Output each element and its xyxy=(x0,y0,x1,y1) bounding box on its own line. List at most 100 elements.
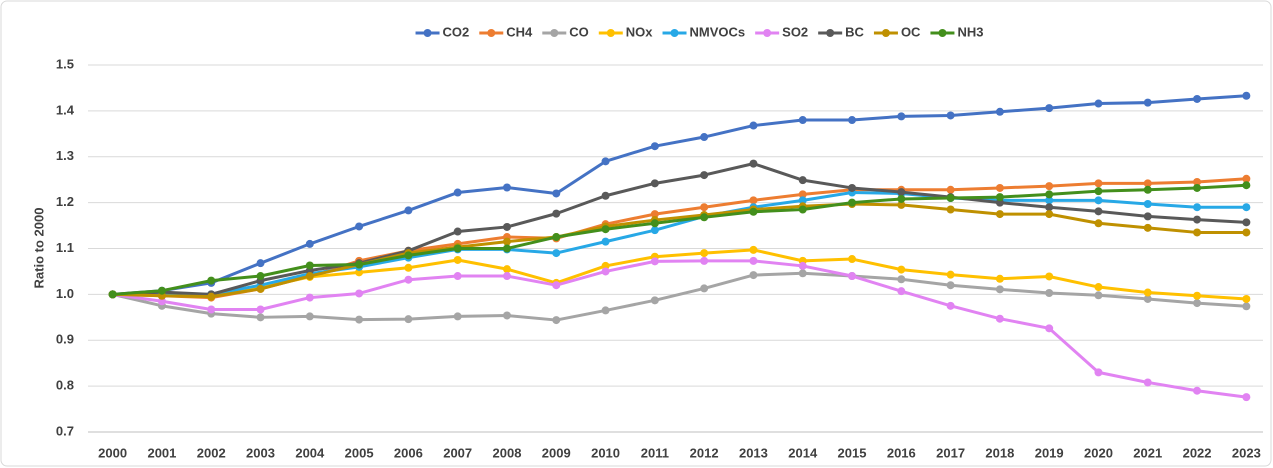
data-point xyxy=(798,196,807,205)
legend-marker xyxy=(550,29,559,37)
data-point xyxy=(1143,294,1152,303)
legend-label: NOx xyxy=(626,24,654,39)
data-point xyxy=(305,312,314,321)
data-point xyxy=(502,183,511,192)
data-point xyxy=(897,194,906,203)
data-point xyxy=(355,268,364,277)
data-point xyxy=(502,244,511,253)
data-point xyxy=(1045,196,1054,205)
x-tick-label: 2007 xyxy=(443,445,472,460)
data-point xyxy=(897,112,906,121)
y-tick-label: 0.7 xyxy=(56,423,74,438)
data-point xyxy=(355,222,364,231)
x-tick-label: 2023 xyxy=(1232,445,1261,460)
legend-item: CO2 xyxy=(415,24,469,39)
x-tick-label: 2008 xyxy=(493,445,522,460)
legend-item: NMVOCs xyxy=(662,24,745,39)
data-point xyxy=(355,289,364,298)
data-point xyxy=(897,275,906,284)
legend-marker xyxy=(826,29,835,37)
x-tick-label: 2005 xyxy=(345,445,374,460)
data-point xyxy=(995,274,1004,283)
data-point xyxy=(552,189,561,198)
data-point xyxy=(1242,203,1251,212)
data-point xyxy=(1143,185,1152,194)
legend-marker xyxy=(881,29,890,37)
series-line xyxy=(112,271,1247,322)
x-tick-label: 2001 xyxy=(147,445,176,460)
data-point xyxy=(1242,228,1251,237)
data-point xyxy=(256,305,265,314)
data-point xyxy=(1045,210,1054,219)
data-point xyxy=(700,284,709,293)
data-point xyxy=(552,249,561,258)
data-point xyxy=(1242,302,1251,311)
data-point xyxy=(995,198,1004,207)
data-point xyxy=(749,196,758,205)
data-point xyxy=(1094,283,1103,292)
series-line xyxy=(112,94,1247,296)
data-point xyxy=(749,271,758,280)
data-point xyxy=(1094,368,1103,377)
data-point xyxy=(650,257,659,266)
data-point xyxy=(404,275,413,284)
data-point xyxy=(749,121,758,130)
data-point xyxy=(700,213,709,222)
data-point xyxy=(798,261,807,270)
legend-item: OC xyxy=(873,24,921,39)
data-point xyxy=(1045,182,1054,191)
data-point xyxy=(404,206,413,215)
data-point xyxy=(798,205,807,214)
data-point xyxy=(305,261,314,270)
series-line xyxy=(112,183,1247,296)
data-point xyxy=(650,296,659,305)
data-point xyxy=(798,269,807,278)
data-point xyxy=(355,260,364,269)
data-point xyxy=(946,270,955,279)
data-point xyxy=(1045,324,1054,333)
legend-item: NOx xyxy=(598,24,654,39)
data-point xyxy=(1094,187,1103,196)
data-point xyxy=(453,255,462,264)
legend-item: CH4 xyxy=(479,24,533,39)
legend-label: CO xyxy=(569,24,589,39)
legend-item: BC xyxy=(818,24,865,39)
data-point xyxy=(207,292,216,301)
data-point xyxy=(1242,181,1251,190)
data-point xyxy=(946,281,955,290)
x-tick-label: 2015 xyxy=(838,445,867,460)
data-point xyxy=(848,183,857,192)
y-tick-label: 1.1 xyxy=(56,240,74,255)
data-point xyxy=(1143,212,1152,221)
data-point xyxy=(1094,207,1103,216)
data-point xyxy=(650,219,659,228)
data-point xyxy=(749,256,758,265)
data-point xyxy=(502,311,511,320)
x-tick-label: 2006 xyxy=(394,445,423,460)
data-point xyxy=(1193,94,1202,103)
data-point xyxy=(157,286,166,295)
data-point xyxy=(897,265,906,274)
data-point xyxy=(1242,91,1251,100)
data-point xyxy=(601,191,610,200)
legend-marker xyxy=(487,29,496,37)
data-point xyxy=(1045,104,1054,113)
data-point xyxy=(256,259,265,268)
data-point xyxy=(355,315,364,324)
legend-label: CH4 xyxy=(506,24,533,39)
data-point xyxy=(946,111,955,120)
data-point xyxy=(108,290,117,299)
legend-label: OC xyxy=(901,24,921,39)
data-point xyxy=(848,255,857,264)
series-line xyxy=(112,202,1247,299)
legend-item: CO xyxy=(542,24,589,39)
data-point xyxy=(798,190,807,199)
data-point xyxy=(1094,99,1103,108)
y-tick-label: 1.2 xyxy=(56,194,74,209)
data-point xyxy=(404,251,413,260)
data-point xyxy=(650,179,659,188)
data-point xyxy=(946,301,955,310)
x-tick-label: 2019 xyxy=(1035,445,1064,460)
data-point xyxy=(650,210,659,219)
data-point xyxy=(601,267,610,276)
